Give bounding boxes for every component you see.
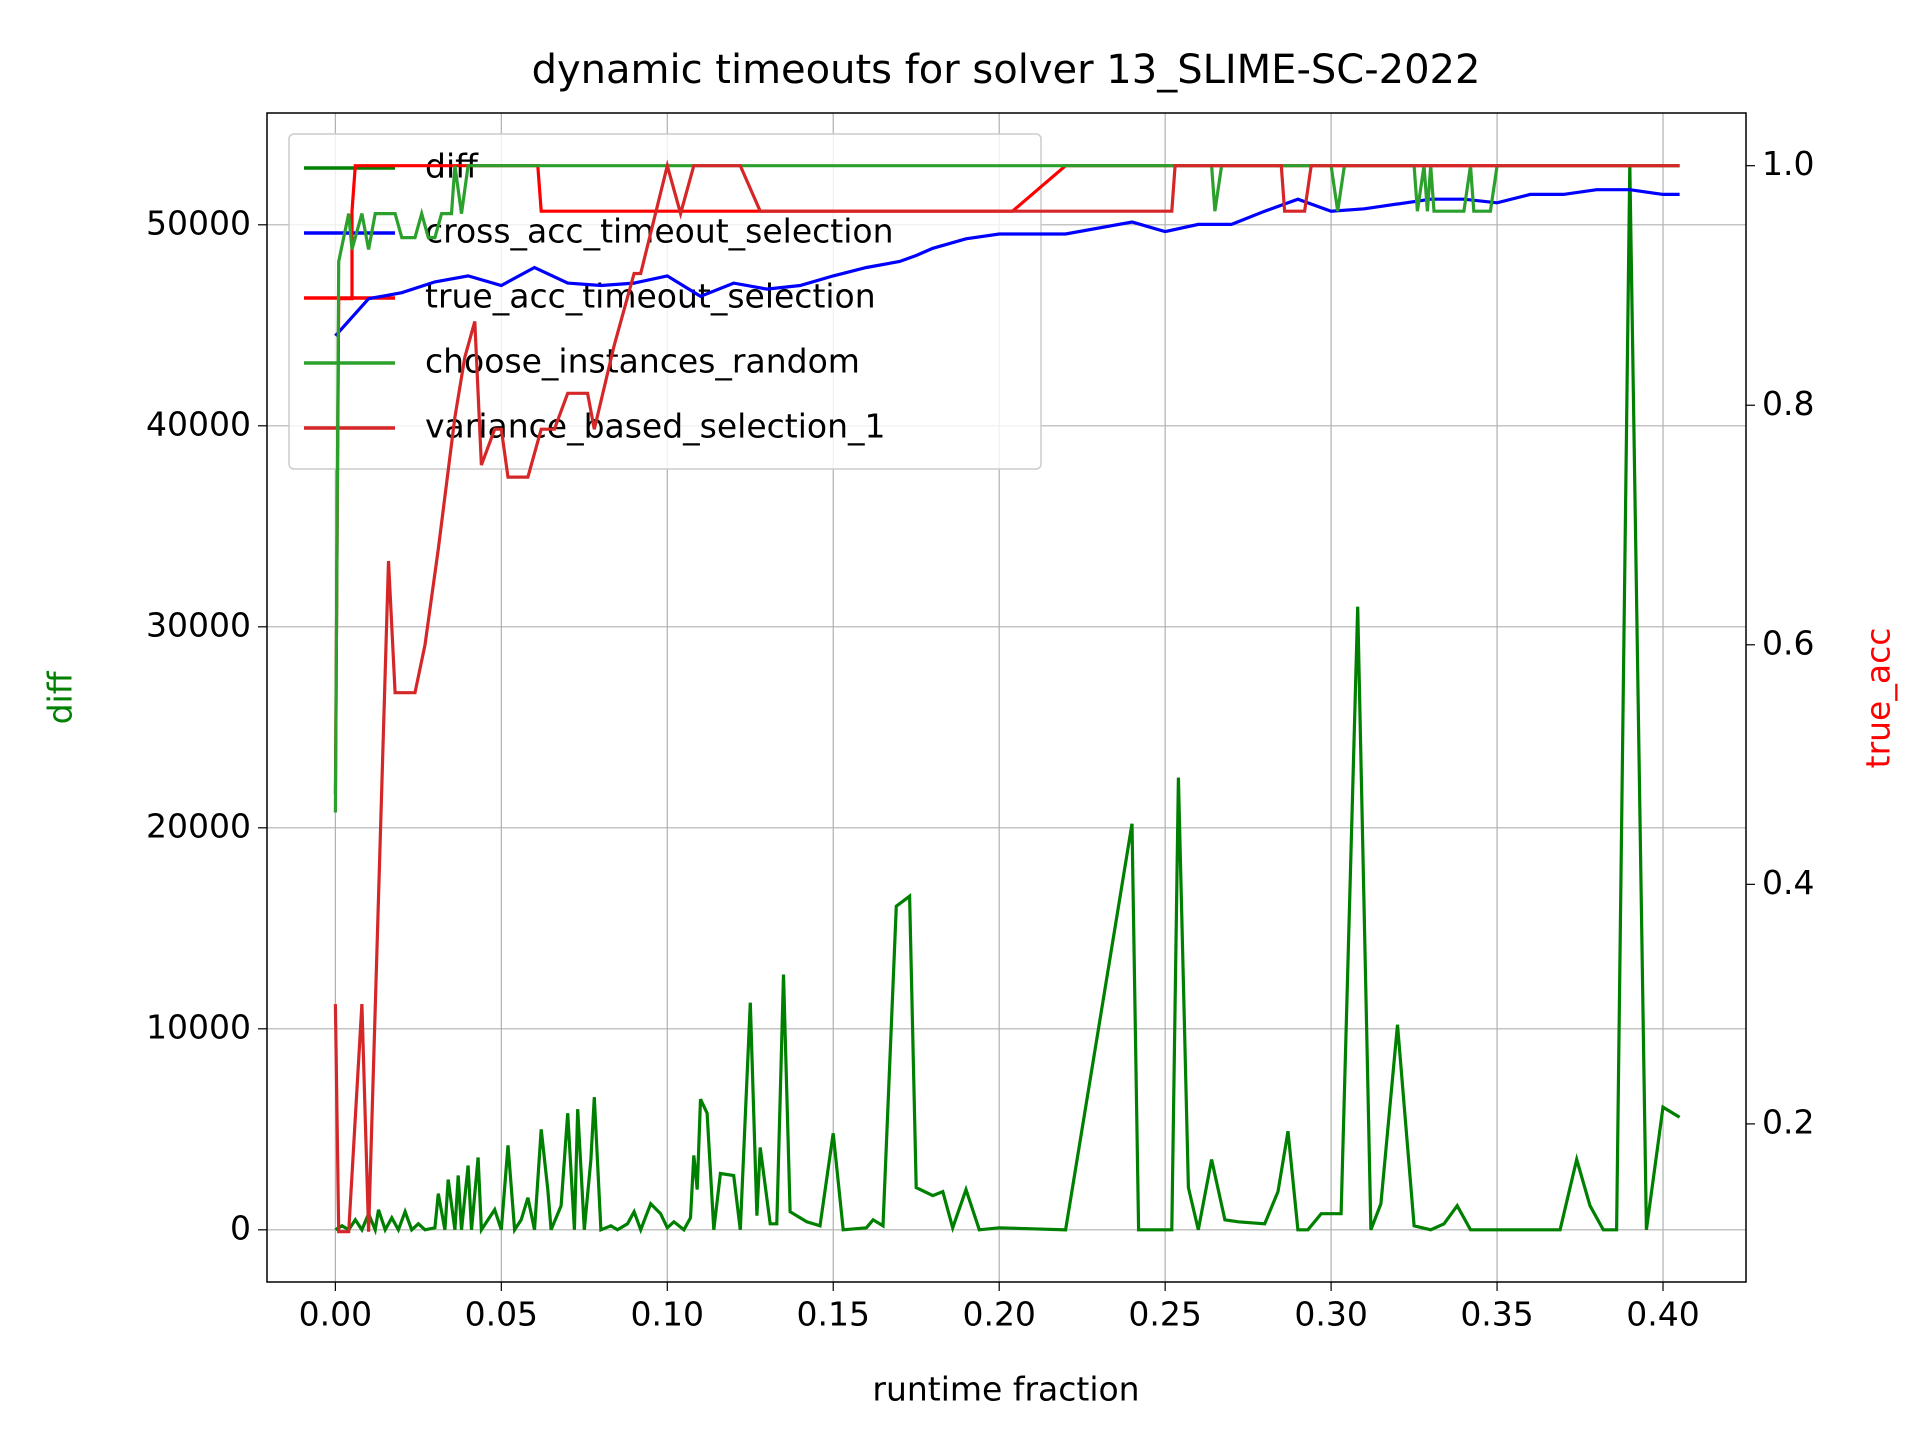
- x-tick-label: 0.30: [1294, 1295, 1367, 1334]
- y2-tick-label: 1.0: [1762, 144, 1814, 183]
- y2-tick-label: 0.4: [1762, 863, 1814, 902]
- y2-tick-label: 0.2: [1762, 1102, 1814, 1141]
- series-line: [333, 164, 1680, 813]
- y2-tick-label: 0.8: [1762, 384, 1814, 423]
- y2-tick-label: 0.6: [1762, 623, 1814, 662]
- legend: diffcross_acc_timeout_selectiontrue_acc_…: [288, 133, 1042, 470]
- plot-frame: [266, 112, 1747, 1283]
- x-tick-label: 0.05: [465, 1295, 538, 1334]
- legend-label: choose_instances_random: [425, 342, 860, 381]
- series-line: [334, 164, 1681, 1236]
- x-tick-label: 0.00: [299, 1295, 372, 1334]
- x-tick-label: 0.20: [962, 1295, 1035, 1334]
- x-tick-label: 0.40: [1626, 1295, 1699, 1334]
- legend-label: true_acc_timeout_selection: [425, 277, 876, 316]
- y-tick-label: 40000: [146, 404, 251, 443]
- chart-title: dynamic timeouts for solver 13_SLIME-SC-…: [532, 47, 1481, 93]
- y-tick-label: 20000: [146, 806, 251, 845]
- y-tick-label: 10000: [146, 1007, 251, 1046]
- y2-axis-label: true_acc: [1859, 628, 1898, 769]
- x-axis-label: runtime fraction: [872, 1370, 1139, 1409]
- y-tick-label: 30000: [146, 605, 251, 644]
- series-line: [333, 164, 1680, 795]
- y-tick-label: 0: [230, 1208, 251, 1247]
- x-tick-label: 0.10: [631, 1295, 704, 1334]
- x-tick-label: 0.15: [796, 1295, 869, 1334]
- legend-label: variance_based_selection_1: [425, 407, 886, 446]
- legend-label: cross_acc_timeout_selection: [425, 212, 894, 251]
- x-tick-label: 0.25: [1128, 1295, 1201, 1334]
- series-line: [334, 188, 1680, 337]
- y-tick-label: 50000: [146, 203, 251, 242]
- series-line: [333, 159, 1680, 1234]
- x-tick-label: 0.35: [1460, 1295, 1533, 1334]
- y-axis-label: diff: [41, 670, 80, 724]
